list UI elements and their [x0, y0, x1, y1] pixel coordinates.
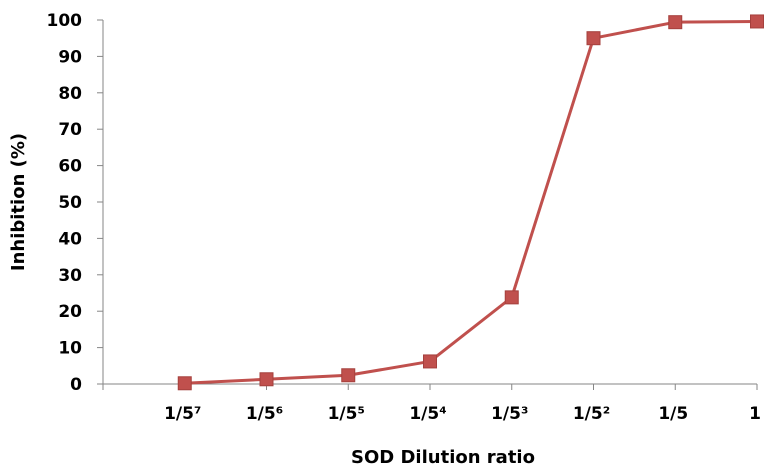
- y-tick-label: 90: [58, 47, 82, 67]
- y-tick-label: 100: [47, 11, 83, 31]
- x-tick-label: 1/5⁴: [409, 404, 446, 424]
- series-layer: [177, 14, 764, 391]
- y-axis-title: Inhibition (%): [8, 133, 29, 271]
- x-tick-label: 1/5⁵: [328, 404, 365, 424]
- data-point-marker: [504, 290, 519, 305]
- x-tick-label: 1/5²: [573, 404, 610, 424]
- x-axis: 1/5⁷ 1/5⁶ 1/5⁵ 1/5⁴ 1/5³ 1/5² 1/5 1: [102, 383, 761, 424]
- x-tick-label: 1/5³: [491, 404, 528, 424]
- data-point-marker: [423, 354, 437, 369]
- data-point-marker: [259, 372, 274, 387]
- y-axis: 0 10 20 30 40 50 60 70 80 90 100: [47, 11, 104, 395]
- y-tick-label: 70: [58, 120, 82, 140]
- data-point-marker: [177, 376, 192, 391]
- data-point-marker: [668, 15, 683, 30]
- data-point-marker: [586, 31, 601, 46]
- x-tick-label: 1/5⁷: [164, 404, 201, 424]
- series-line: [184, 19, 758, 385]
- x-tick-label: 1/5: [658, 404, 688, 424]
- y-tick-label: 40: [58, 229, 82, 249]
- x-tick-label: 1/5⁶: [246, 404, 283, 424]
- y-tick-label: 80: [58, 84, 82, 104]
- y-tick-label: 50: [58, 193, 82, 213]
- x-tick-label: 1: [749, 404, 761, 424]
- y-tick-label: 30: [58, 266, 82, 286]
- y-tick-label: 10: [58, 339, 82, 359]
- x-axis-title: SOD Dilution ratio: [351, 447, 535, 468]
- y-tick-label: 20: [58, 302, 82, 322]
- data-point-marker: [750, 14, 764, 29]
- data-point-marker: [341, 368, 356, 383]
- y-tick-label: 60: [58, 157, 82, 177]
- y-tick-label: 0: [70, 375, 82, 395]
